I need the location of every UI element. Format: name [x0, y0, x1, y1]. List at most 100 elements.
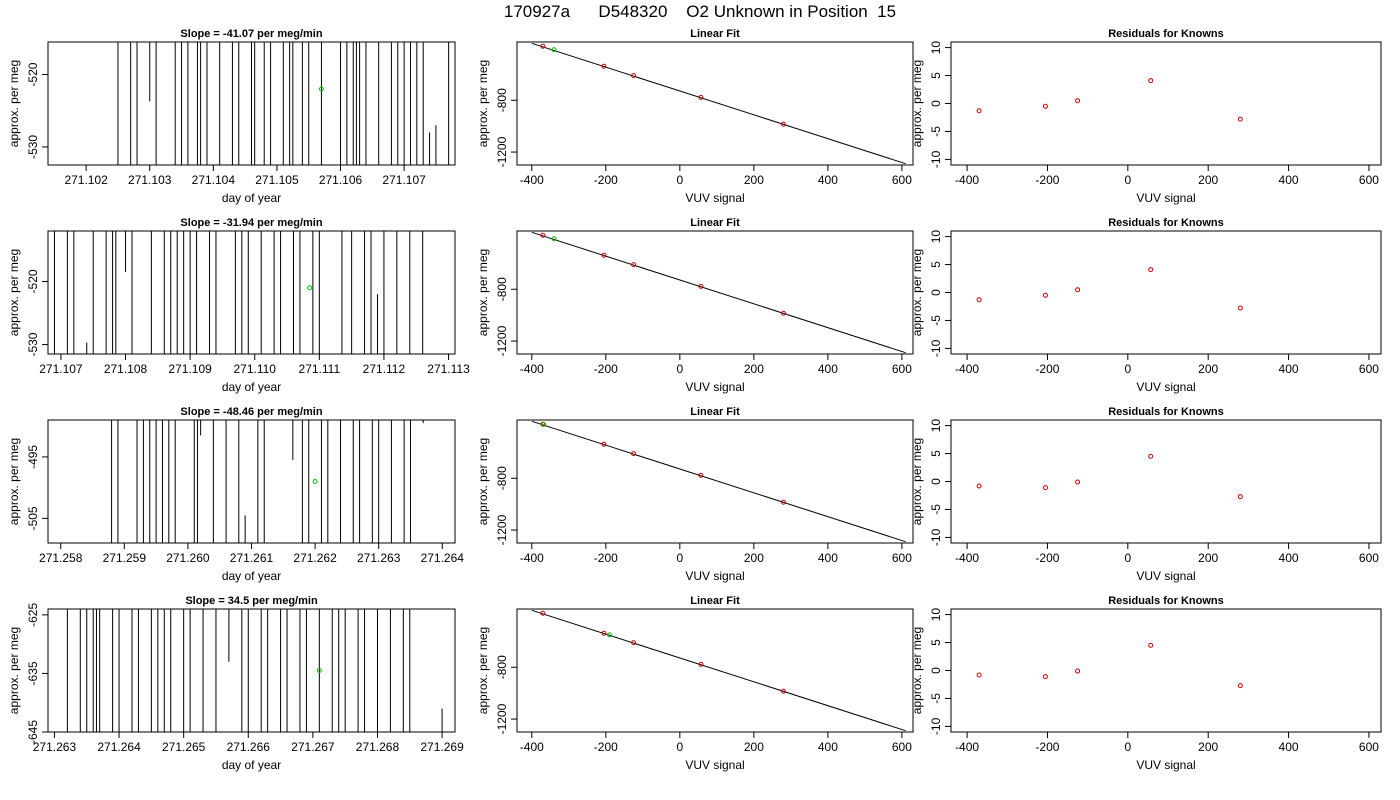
y-tick-label: 10 [929, 230, 943, 244]
known-point [601, 63, 607, 69]
x-tick-label: -200 [594, 551, 618, 565]
plot-frame [950, 41, 1382, 166]
fit-line [531, 231, 906, 354]
y-tick-label: -10 [929, 717, 943, 735]
y-tick-label: 10 [929, 608, 943, 622]
y-axis-label: approx. per meg [476, 60, 490, 147]
x-tick-label: 600 [1359, 740, 1379, 754]
plot-title: Residuals for Knowns [1108, 217, 1224, 229]
plot-frame [47, 230, 456, 355]
unknown-point [307, 285, 313, 291]
x-axis-label: day of year [222, 191, 281, 205]
plot-title: Residuals for Knowns [1108, 28, 1224, 40]
x-tick-label: -200 [594, 362, 618, 376]
x-tick-label: 271.104 [192, 173, 236, 187]
y-tick-label: -505 [26, 506, 40, 530]
x-tick-label: 271.107 [39, 362, 83, 376]
known-point [631, 640, 637, 646]
x-tick-label: -400 [520, 362, 544, 376]
x-tick-label: 400 [818, 362, 838, 376]
plot-title: Linear Fit [690, 595, 740, 607]
known-point [1075, 668, 1081, 674]
known-point [1148, 267, 1154, 273]
known-point [540, 232, 546, 238]
x-axis-label: day of year [222, 758, 281, 772]
x-tick-label: 271.106 [319, 173, 363, 187]
y-axis-label: approx. per meg [476, 438, 490, 525]
x-tick-label: 0 [676, 551, 683, 565]
known-point [780, 499, 786, 505]
x-tick-label: 400 [1279, 173, 1299, 187]
x-tick-label: -200 [594, 740, 618, 754]
unknown-point [312, 479, 318, 484]
x-tick-label: 600 [892, 551, 912, 565]
known-point [1148, 78, 1154, 84]
x-tick-label: 200 [1198, 173, 1218, 187]
x-tick-label: 200 [1198, 362, 1218, 376]
x-tick-label: 600 [892, 173, 912, 187]
y-tick-label: -530 [26, 332, 40, 356]
x-tick-label: 271.108 [104, 362, 148, 376]
x-tick-label: 400 [818, 173, 838, 187]
known-point [1075, 287, 1081, 293]
x-tick-label: 0 [1124, 362, 1131, 376]
x-axis-label: VUV signal [1136, 191, 1195, 205]
known-point [540, 43, 546, 49]
y-tick-label: -1200 [495, 136, 509, 167]
x-tick-label: 271.102 [64, 173, 108, 187]
y-tick-label: -1200 [495, 325, 509, 356]
x-tick-label: 400 [818, 740, 838, 754]
plot-frame [950, 230, 1382, 355]
x-tick-label: 271.269 [420, 740, 464, 754]
known-point [1075, 479, 1081, 485]
known-point [698, 94, 704, 100]
y-axis-label: approx. per meg [910, 627, 924, 714]
fit-line [531, 42, 906, 165]
plot-frame [516, 230, 914, 355]
x-tick-label: 271.263 [357, 551, 401, 565]
y-axis-label: approx. per meg [476, 249, 490, 336]
x-axis-label: VUV signal [1136, 569, 1195, 583]
y-tick-label: -495 [26, 445, 40, 469]
known-point [780, 688, 786, 694]
unknown-point [318, 86, 324, 92]
x-tick-label: 271.265 [162, 740, 206, 754]
x-tick-label: 600 [1359, 362, 1379, 376]
known-point [1148, 453, 1154, 459]
x-tick-label: 600 [892, 362, 912, 376]
known-point [976, 297, 982, 303]
y-tick-label: -5 [929, 315, 943, 326]
x-tick-label: 200 [744, 173, 764, 187]
y-axis-label: approx. per meg [7, 627, 21, 714]
x-tick-label: 271.261 [230, 551, 274, 565]
known-point [1237, 116, 1243, 122]
known-point [976, 483, 982, 489]
known-point [1075, 98, 1081, 104]
known-point [1237, 683, 1243, 689]
plot-frame [516, 41, 914, 166]
x-axis-label: VUV signal [685, 191, 744, 205]
plot-frame [516, 419, 914, 544]
x-tick-label: 200 [1198, 740, 1218, 754]
known-point [631, 262, 637, 268]
x-tick-label: 200 [744, 740, 764, 754]
plot-title: Slope = 34.5 per meg/min [185, 595, 318, 607]
x-tick-label: -200 [594, 173, 618, 187]
x-tick-label: 600 [892, 740, 912, 754]
x-tick-label: -200 [1035, 173, 1059, 187]
fit-line [531, 609, 906, 732]
x-axis-label: VUV signal [1136, 758, 1195, 772]
unknown-point [551, 236, 557, 242]
x-tick-label: -400 [520, 740, 544, 754]
plot-title: Linear Fit [690, 28, 740, 40]
known-point [780, 310, 786, 316]
y-tick-label: -625 [26, 603, 40, 627]
x-tick-label: 271.258 [39, 551, 83, 565]
plot-title: Slope = -31.94 per meg/min [180, 217, 322, 229]
plot-title: Linear Fit [690, 217, 740, 229]
plot-title: Slope = -41.07 per meg/min [180, 28, 322, 40]
x-tick-label: 271.110 [233, 362, 276, 376]
x-tick-label: 271.268 [356, 740, 400, 754]
known-point [601, 252, 607, 258]
x-tick-label: 200 [744, 551, 764, 565]
